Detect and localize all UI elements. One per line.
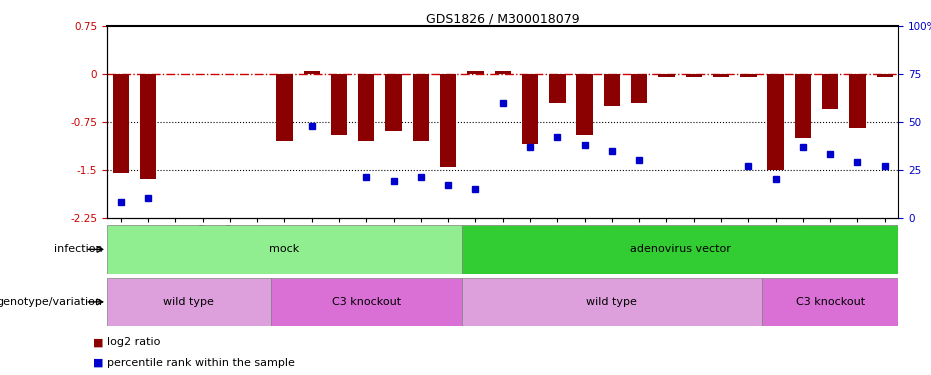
Text: log2 ratio: log2 ratio: [107, 338, 160, 347]
Bar: [358, 74, 374, 141]
Bar: [685, 74, 702, 77]
Bar: [385, 74, 402, 132]
Bar: [304, 71, 320, 74]
Text: genotype/variation: genotype/variation: [0, 297, 102, 307]
Bar: [713, 74, 729, 77]
Text: adenovirus vector: adenovirus vector: [629, 244, 731, 254]
Bar: [140, 74, 156, 179]
Bar: [658, 74, 675, 77]
Text: ■: ■: [93, 338, 103, 347]
Text: wild type: wild type: [587, 297, 638, 307]
Text: ■: ■: [93, 358, 103, 368]
Bar: [631, 74, 647, 103]
Bar: [576, 74, 593, 135]
Title: GDS1826 / M300018079: GDS1826 / M300018079: [425, 12, 580, 25]
Bar: [271, 278, 462, 326]
Bar: [522, 74, 538, 144]
Bar: [767, 74, 784, 170]
Bar: [740, 74, 757, 77]
Text: wild type: wild type: [164, 297, 214, 307]
Text: C3 knockout: C3 knockout: [331, 297, 401, 307]
Bar: [494, 71, 511, 74]
Text: percentile rank within the sample: percentile rank within the sample: [107, 358, 295, 368]
Bar: [412, 74, 429, 141]
Bar: [331, 74, 347, 135]
Bar: [277, 74, 292, 141]
Bar: [877, 74, 893, 77]
Text: mock: mock: [269, 244, 300, 254]
Bar: [549, 74, 565, 103]
Bar: [762, 278, 898, 326]
Text: infection: infection: [54, 244, 102, 254]
Bar: [822, 74, 839, 109]
Bar: [107, 225, 462, 274]
Bar: [462, 278, 762, 326]
Bar: [467, 71, 483, 74]
Bar: [795, 74, 811, 138]
Text: C3 knockout: C3 knockout: [796, 297, 865, 307]
Bar: [849, 74, 866, 128]
Bar: [603, 74, 620, 106]
Bar: [440, 74, 456, 166]
Bar: [107, 278, 271, 326]
Bar: [462, 225, 898, 274]
Bar: [113, 74, 128, 173]
